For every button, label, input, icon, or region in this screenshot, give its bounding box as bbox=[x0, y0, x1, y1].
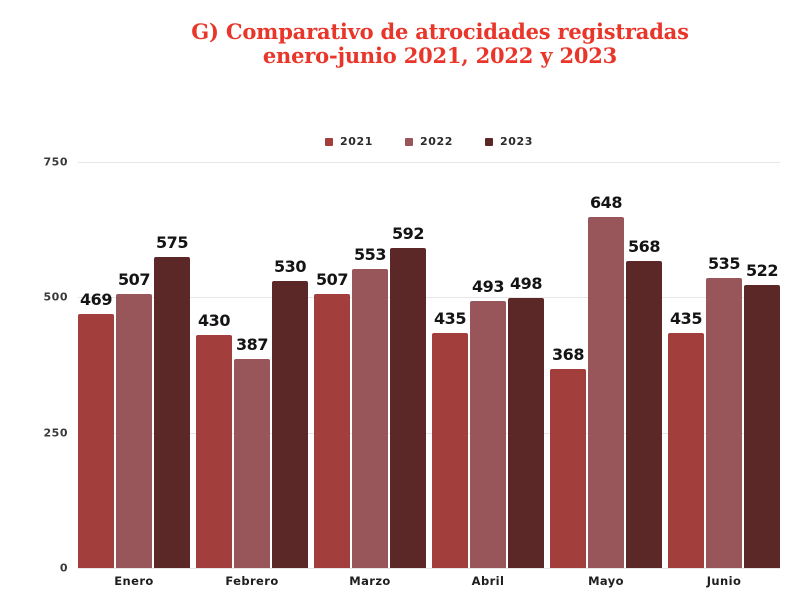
bar-marzo-2022 bbox=[352, 268, 388, 568]
gridline-0 bbox=[78, 568, 780, 569]
bar-febrero-2021 bbox=[196, 335, 232, 568]
bar-column-abril-2021: 435 bbox=[432, 309, 468, 568]
legend-swatch-icon bbox=[404, 137, 413, 146]
bar-mayo-2021 bbox=[550, 368, 586, 568]
bar-value-label: 387 bbox=[236, 334, 268, 354]
bar-value-label: 498 bbox=[510, 274, 542, 294]
bar-column-marzo-2023: 592 bbox=[390, 224, 426, 568]
bar-febrero-2022 bbox=[234, 358, 270, 568]
bar-value-label: 469 bbox=[80, 290, 112, 310]
y-tick-label-0: 0 bbox=[59, 561, 68, 575]
legend-swatch-icon bbox=[324, 137, 333, 146]
legend-item-2022: 2022 bbox=[404, 135, 453, 148]
bar-value-label: 435 bbox=[434, 308, 466, 328]
bar-abril-2022 bbox=[470, 301, 506, 568]
bar-junio-2023 bbox=[744, 285, 780, 568]
bar-enero-2022 bbox=[116, 293, 152, 568]
bar-enero-2021 bbox=[78, 314, 114, 568]
legend-label: 2022 bbox=[419, 135, 453, 148]
bar-value-label: 522 bbox=[746, 261, 778, 281]
gridline-250 bbox=[78, 432, 780, 434]
legend-item-2023: 2023 bbox=[485, 135, 533, 148]
bar-column-enero-2023: 575 bbox=[154, 233, 190, 568]
bar-column-febrero-2023: 530 bbox=[272, 257, 308, 568]
bar-enero-2023 bbox=[154, 256, 190, 568]
bar-column-junio-2023: 522 bbox=[744, 261, 780, 568]
bar-column-marzo-2021: 507 bbox=[314, 270, 350, 568]
bar-column-enero-2022: 507 bbox=[116, 270, 152, 568]
bar-column-febrero-2021: 430 bbox=[196, 311, 232, 568]
bar-value-label: 648 bbox=[590, 193, 622, 213]
x-axis-label-junio: Junio bbox=[706, 574, 742, 588]
legend-swatch-icon bbox=[485, 137, 493, 146]
bar-value-label: 430 bbox=[198, 311, 230, 331]
bar-value-label: 368 bbox=[552, 344, 584, 364]
gridline-500 bbox=[78, 297, 780, 299]
legend: 2021 2022 2023 bbox=[78, 135, 780, 148]
plot-area: 0 250 500 750 469 507 575 430 387 530 507 553 592 43… bbox=[44, 156, 780, 575]
bar-mayo-2022 bbox=[588, 217, 624, 568]
bar-mayo-2023 bbox=[626, 260, 662, 568]
legend-label: 2023 bbox=[500, 135, 534, 148]
bar-group-mayo: 368 648 568 bbox=[550, 193, 662, 568]
bar-value-label: 435 bbox=[670, 308, 702, 328]
bar-value-label: 568 bbox=[628, 236, 660, 256]
bar-febrero-2023 bbox=[272, 281, 308, 568]
bar-value-label: 535 bbox=[708, 254, 740, 274]
y-tick-label-250: 250 bbox=[43, 426, 68, 440]
bar-abril-2023 bbox=[508, 298, 544, 568]
bar-abril-2021 bbox=[432, 332, 468, 568]
legend-item-2021: 2021 bbox=[324, 135, 373, 148]
bar-group-marzo: 507 553 592 bbox=[314, 224, 426, 568]
bar-group-junio: 435 535 522 bbox=[668, 254, 780, 568]
bar-junio-2021 bbox=[668, 332, 704, 568]
chart-title: G) Comparativo de atrocidades registrada… bbox=[70, 20, 805, 68]
bar-group-abril: 435 493 498 bbox=[432, 274, 544, 568]
chart-title-line1: G) Comparativo de atrocidades registrada… bbox=[191, 19, 689, 44]
bar-marzo-2023 bbox=[390, 247, 426, 568]
x-axis-label-enero: Enero bbox=[114, 574, 154, 588]
bar-group-febrero: 430 387 530 bbox=[196, 257, 308, 568]
bar-junio-2022 bbox=[706, 278, 742, 568]
bar-marzo-2021 bbox=[314, 293, 350, 568]
x-axis-label-abril: Abril bbox=[471, 574, 505, 588]
bar-column-junio-2022: 535 bbox=[706, 254, 742, 568]
bar-column-junio-2021: 435 bbox=[668, 309, 704, 568]
bar-column-marzo-2022: 553 bbox=[352, 245, 388, 568]
bar-value-label: 530 bbox=[274, 257, 306, 277]
bar-value-label: 507 bbox=[316, 269, 348, 289]
y-tick-label-750: 750 bbox=[43, 155, 68, 169]
bar-column-abril-2023: 498 bbox=[508, 274, 544, 568]
bar-column-abril-2022: 493 bbox=[470, 277, 506, 568]
legend-label: 2021 bbox=[339, 135, 373, 148]
bar-column-febrero-2022: 387 bbox=[234, 335, 270, 568]
bar-value-label: 575 bbox=[156, 232, 188, 252]
bar-column-mayo-2021: 368 bbox=[550, 345, 586, 568]
bar-value-label: 507 bbox=[118, 269, 150, 289]
chart-title-line2: enero-junio 2021, 2022 y 2023 bbox=[262, 43, 618, 68]
gridline-750 bbox=[78, 162, 780, 163]
bar-groups: 469 507 575 430 387 530 507 553 592 435 493 498 368 6… bbox=[78, 162, 780, 568]
bar-group-enero: 469 507 575 bbox=[78, 233, 190, 568]
y-tick-label-500: 500 bbox=[43, 290, 68, 304]
x-axis-label-marzo: Marzo bbox=[349, 574, 391, 588]
bar-value-label: 493 bbox=[472, 277, 504, 297]
bar-value-label: 592 bbox=[392, 223, 424, 243]
bar-column-mayo-2022: 648 bbox=[588, 193, 624, 568]
bar-column-enero-2021: 469 bbox=[78, 290, 114, 568]
x-axis-label-mayo: Mayo bbox=[588, 574, 624, 588]
bar-value-label: 553 bbox=[354, 244, 386, 264]
bar-column-mayo-2023: 568 bbox=[626, 237, 662, 568]
x-axis-label-febrero: Febrero bbox=[225, 574, 279, 588]
x-axis-labels: Enero Febrero Marzo Abril Mayo Junio bbox=[78, 574, 780, 588]
